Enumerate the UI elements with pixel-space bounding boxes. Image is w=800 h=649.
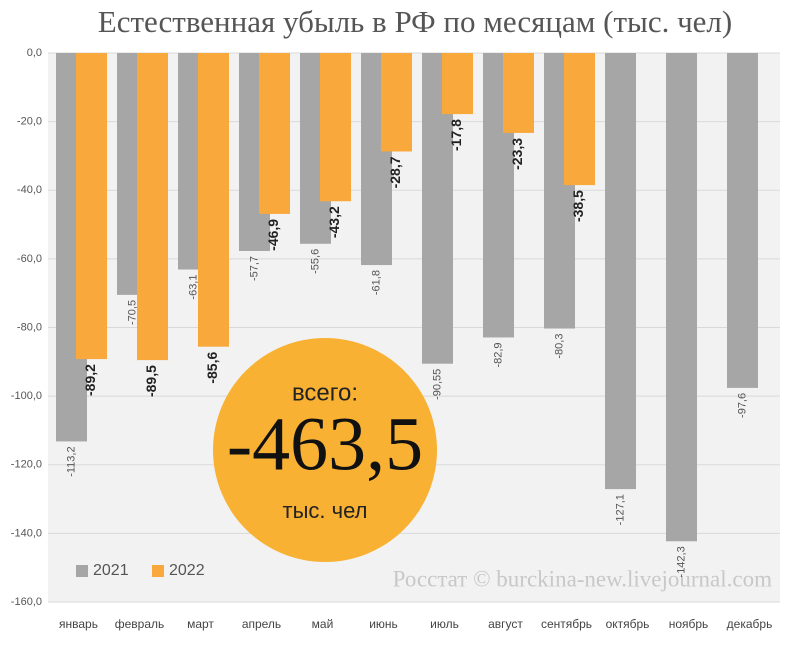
value-label: -113,2: [65, 446, 77, 476]
x-tick-label: февраль: [115, 617, 165, 631]
value-label: -55,6: [309, 249, 321, 274]
bar: [320, 53, 351, 202]
x-tick-label: октябрь: [606, 617, 650, 631]
value-label: -70,5: [126, 300, 138, 325]
value-label: -127,1: [614, 494, 626, 525]
value-label: -85,6: [204, 352, 220, 384]
value-label: -46,9: [265, 219, 281, 251]
y-tick-label: -20,0: [17, 116, 42, 128]
x-tick-label: май: [312, 617, 334, 631]
value-label: -28,7: [387, 156, 403, 188]
y-tick-label: -40,0: [17, 184, 42, 196]
total-caption: всего:: [292, 379, 358, 406]
legend-swatch: [76, 565, 88, 577]
value-label: -89,5: [143, 365, 159, 397]
y-tick-label: -100,0: [11, 390, 42, 402]
x-tick-label: апрель: [242, 617, 281, 631]
value-label: -38,5: [570, 190, 586, 222]
value-label: -43,2: [326, 206, 342, 238]
bar: [198, 53, 229, 347]
x-tick-label: сентябрь: [541, 617, 592, 631]
value-label: -97,6: [736, 393, 748, 418]
x-tick-label: март: [187, 617, 214, 631]
legend-swatch: [152, 565, 164, 577]
value-label: -23,3: [509, 138, 525, 170]
total-unit: тыс. чел: [283, 498, 368, 523]
bar: [503, 53, 534, 133]
value-label: -57,7: [248, 256, 260, 281]
value-label: -63,1: [187, 275, 199, 300]
x-tick-label: декабрь: [727, 617, 773, 631]
legend-label: 2021: [93, 562, 129, 579]
x-tick-label: январь: [59, 617, 98, 631]
y-tick-label: 0,0: [27, 47, 42, 59]
x-tick-label: июль: [430, 617, 459, 631]
value-label: -61,8: [370, 270, 382, 295]
bar: [381, 53, 412, 152]
x-tick-label: июнь: [369, 617, 398, 631]
watermark: Росстат © burckina-new.livejournal.com: [393, 566, 772, 591]
bar: [76, 53, 107, 360]
bar: [605, 53, 636, 490]
bars: [56, 53, 758, 542]
value-label: -89,2: [82, 364, 98, 396]
x-tick-label: ноябрь: [669, 617, 709, 631]
bar: [564, 53, 595, 186]
y-tick-label: -120,0: [11, 459, 42, 471]
value-label: -17,8: [448, 119, 464, 151]
bar: [666, 53, 697, 542]
value-label: -142,3: [675, 546, 687, 577]
chart-title: Естественная убыль в РФ по месяцам (тыс.…: [98, 4, 732, 39]
y-tick-label: -160,0: [11, 596, 42, 608]
legend-label: 2022: [169, 562, 205, 579]
value-label: -90,55: [431, 369, 443, 400]
x-tick-label: август: [488, 617, 523, 631]
value-label: -80,3: [553, 334, 565, 359]
y-tick-label: -80,0: [17, 321, 42, 333]
y-tick-label: -60,0: [17, 253, 42, 265]
total-value: -463,5: [227, 402, 423, 486]
bar: [137, 53, 168, 361]
bar: [442, 53, 473, 115]
total-badge: [213, 338, 437, 562]
y-tick-label: -140,0: [11, 527, 42, 539]
value-label: -82,9: [492, 342, 504, 367]
bar: [727, 53, 758, 388]
bar: [259, 53, 290, 214]
